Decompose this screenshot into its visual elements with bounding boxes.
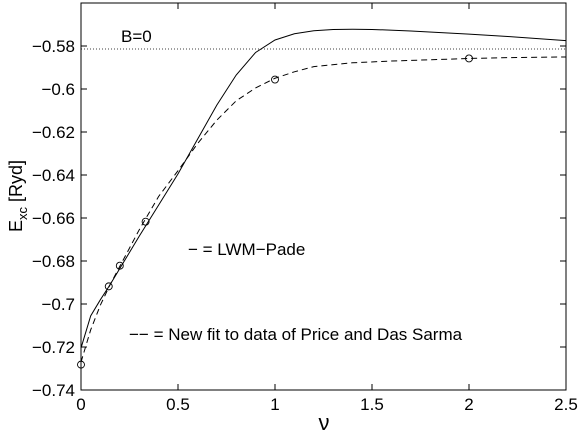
series-line-solid bbox=[80, 28, 567, 349]
data-point-marker bbox=[77, 360, 85, 369]
tick-layer: 0 0.5 1 1.5 2 2.5 −0.74 −0.72 −0.7 −0.68 −0.66 −0.6… bbox=[32, 3, 578, 414]
data-point-marker bbox=[141, 217, 150, 226]
data-point-marker bbox=[271, 75, 279, 84]
plot-frame bbox=[80, 2, 567, 391]
data-point-marker bbox=[104, 282, 113, 291]
marker-layer bbox=[77, 54, 473, 369]
y-tick-label: −0.64 bbox=[32, 166, 75, 185]
y-tick-label: −0.62 bbox=[32, 123, 75, 142]
x-tick-label: 2 bbox=[464, 395, 473, 414]
y-axis-label-unit: [Ryd] bbox=[6, 160, 26, 207]
series-line-dashed bbox=[80, 56, 567, 363]
y-axis-label: Exc [Ryd] bbox=[6, 160, 30, 232]
data-point-marker bbox=[115, 261, 124, 270]
y-axis-label-sub: xc bbox=[15, 207, 30, 221]
y-tick-label: −0.72 bbox=[32, 338, 75, 357]
x-tick-label: 1 bbox=[270, 395, 279, 414]
y-tick-label: −0.7 bbox=[41, 295, 75, 314]
x-axis-label: ν bbox=[319, 410, 330, 435]
series-layer bbox=[80, 28, 567, 363]
y-axis-label-main: E bbox=[6, 220, 26, 232]
y-tick-label: −0.74 bbox=[32, 381, 75, 400]
legend-dashed: −− = New fit to data of Price and Das Sa… bbox=[129, 325, 463, 344]
x-tick-label: 0.5 bbox=[166, 395, 190, 414]
x-tick-label: 2.5 bbox=[554, 395, 578, 414]
x-tick-label: 0 bbox=[76, 395, 85, 414]
y-tick-label: −0.58 bbox=[32, 37, 75, 56]
y-tick-label: −0.66 bbox=[32, 209, 75, 228]
y-tick-label: −0.6 bbox=[41, 80, 75, 99]
data-point-marker bbox=[465, 54, 473, 63]
b-label: B=0 bbox=[121, 27, 152, 46]
y-tick-label: −0.68 bbox=[32, 252, 75, 271]
x-tick-label: 1.5 bbox=[360, 395, 384, 414]
legend-solid: − = LWM−Pade bbox=[188, 240, 305, 259]
